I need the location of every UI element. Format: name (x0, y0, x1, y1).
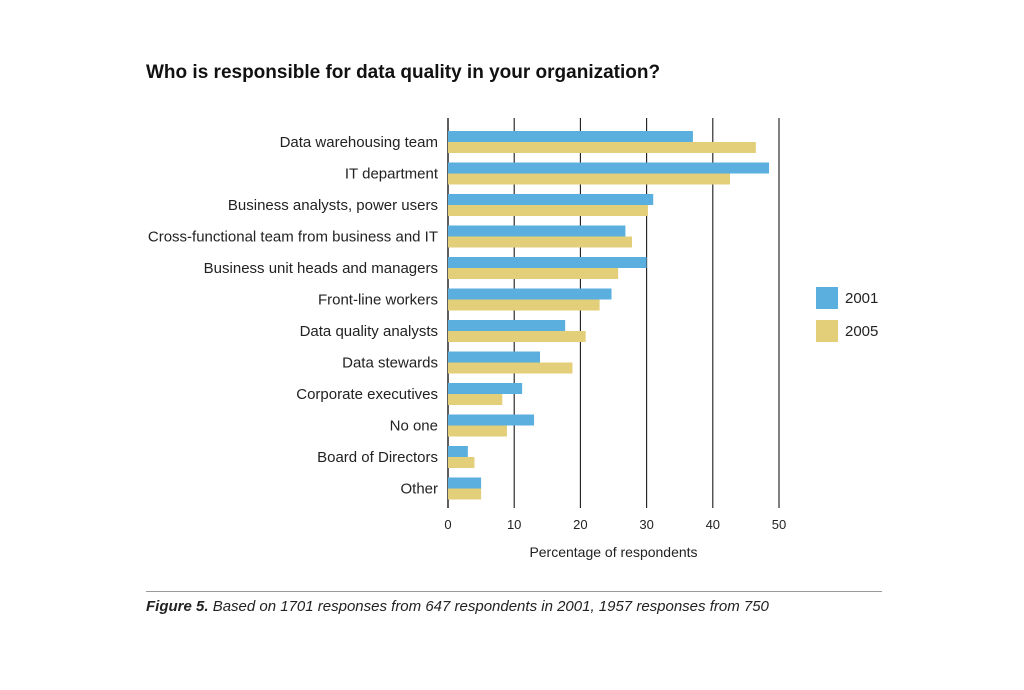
bar-2005 (448, 425, 507, 437)
legend-swatch-2005 (816, 320, 838, 342)
x-tick-label: 50 (772, 517, 786, 532)
category-label: Data quality analysts (300, 323, 438, 340)
caption-text: Based on 1701 responses from 647 respond… (212, 598, 769, 615)
bar-2005 (448, 394, 503, 405)
bar-2001 (448, 414, 535, 426)
category-label: IT department (345, 166, 439, 183)
bar-2005 (448, 268, 619, 279)
category-label: No one (390, 418, 438, 435)
gridlines (447, 118, 780, 508)
legend-label-2005: 2005 (845, 323, 878, 340)
category-label: Business unit heads and managers (204, 260, 438, 277)
x-tick-label: 10 (507, 517, 521, 532)
bar-2005 (448, 362, 573, 374)
bar-2001 (448, 383, 523, 394)
category-label: Data stewards (342, 355, 438, 372)
category-label: Data warehousing team (280, 134, 438, 151)
bar-2001 (448, 131, 693, 142)
x-tick-label: 0 (444, 517, 451, 532)
bar-2001 (448, 257, 647, 268)
bars (448, 131, 770, 500)
category-label: Cross-functional team from business and … (148, 229, 438, 246)
figure-caption: Figure 5. Based on 1701 responses from 6… (146, 598, 769, 615)
caption-divider (146, 591, 882, 592)
x-tick-label: 30 (639, 517, 653, 532)
category-label: Business analysts, power users (228, 197, 438, 214)
category-label: Corporate executives (296, 386, 438, 403)
category-label: Other (400, 481, 438, 498)
bar-2001 (448, 162, 770, 174)
bar-2001 (448, 320, 566, 331)
bar-2005 (448, 205, 648, 216)
x-axis-title: Percentage of respondents (529, 544, 697, 560)
bar-2001 (448, 477, 482, 489)
legend-label-2001: 2001 (845, 290, 878, 307)
bar-2005 (448, 488, 482, 500)
bar-2001 (448, 446, 468, 457)
bar-2005 (448, 142, 756, 153)
legend: 2001 2005 (816, 287, 878, 342)
bar-2001 (448, 288, 612, 300)
bar-2001 (448, 225, 626, 237)
category-label: Front-line workers (318, 292, 438, 309)
x-tick-label: 20 (573, 517, 587, 532)
caption-label: Figure 5. (146, 598, 209, 615)
chart-title: Who is responsible for data quality in y… (146, 62, 661, 83)
bar-2005 (448, 457, 475, 468)
bar-chart: Data warehousing team IT department Busine… (148, 118, 878, 560)
bar-2005 (448, 299, 600, 311)
bar-2001 (448, 194, 654, 205)
x-tick-label: 40 (706, 517, 720, 532)
bar-2001 (448, 351, 541, 363)
bar-2005 (448, 173, 731, 185)
bar-2005 (448, 236, 633, 248)
legend-swatch-2001 (816, 287, 838, 309)
bar-2005 (448, 331, 586, 342)
category-labels: Data warehousing team IT department Busine… (148, 134, 439, 498)
category-label: Board of Directors (317, 449, 438, 466)
x-tick-labels: 0 10 20 30 40 50 (444, 517, 786, 532)
